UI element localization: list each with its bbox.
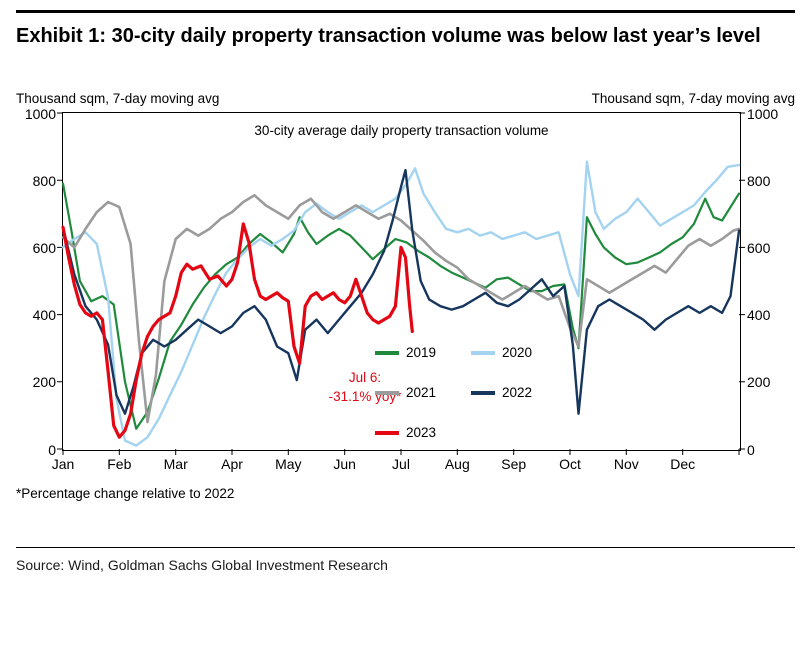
legend-label-2021: 2021 <box>406 385 437 401</box>
chart: 0 200 400 600 800 1000 30-city average daily … <box>16 106 795 458</box>
axis-titles-row: Thousand sqm, 7-day moving avg Thousand … <box>16 91 795 106</box>
legend-item-2023: 2023 <box>375 423 471 442</box>
left-axis-title: Thousand sqm, 7-day moving avg <box>16 91 220 107</box>
legend-swatch-2022 <box>471 390 495 395</box>
legend-item-2021: 2021 <box>375 383 471 402</box>
x-tick-Nov: Nov <box>613 456 639 473</box>
y-tick-right-400: 400 <box>747 307 771 324</box>
x-axis-labels: Jan Feb Mar Apr May Jun Jul Aug Sep Oct Nov Dec <box>52 456 748 476</box>
legend-label-2023: 2023 <box>406 425 437 441</box>
legend-item-2020: 2020 <box>471 343 567 362</box>
exhibit-title: Exhibit 1: 30-city daily property transa… <box>16 25 761 47</box>
footnote: *Percentage change relative to 2022 <box>16 486 235 502</box>
x-tick-Apr: Apr <box>221 456 243 473</box>
y-tick-left-800: 800 <box>32 173 56 190</box>
series-line-2023 <box>61 222 414 440</box>
chart-title: 30-city average daily property transacti… <box>254 123 549 139</box>
x-tick-Feb: Feb <box>107 456 132 473</box>
y-tick-right-600: 600 <box>747 240 771 257</box>
legend-label-2022: 2022 <box>502 385 533 401</box>
source-divider <box>16 547 795 549</box>
legend-label-2020: 2020 <box>502 345 533 361</box>
y-axis-left: 0 200 400 600 800 1000 <box>16 106 62 458</box>
y-tick-right-1000: 1000 <box>747 106 779 123</box>
x-tick-May: May <box>275 456 302 473</box>
x-tick-Oct: Oct <box>559 456 581 473</box>
right-axis-title: Thousand sqm, 7-day moving avg <box>591 91 795 107</box>
y-tick-left-600: 600 <box>32 240 56 257</box>
y-tick-left-1000: 1000 <box>24 106 56 123</box>
source-line: Source: Wind, Goldman Sachs Global Inves… <box>16 557 388 574</box>
y-tick-right-0: 0 <box>747 442 755 459</box>
x-tick-Jul: Jul <box>392 456 410 473</box>
x-tick-Dec: Dec <box>670 456 696 473</box>
y-tick-left-0: 0 <box>48 442 56 459</box>
legend-swatch-2020 <box>471 350 495 355</box>
x-tick-Jun: Jun <box>333 456 356 473</box>
x-tick-Aug: Aug <box>444 456 470 473</box>
legend-label-2019: 2019 <box>406 345 437 361</box>
top-rule <box>16 10 795 13</box>
y-tick-right-200: 200 <box>747 374 771 391</box>
legend-swatch-2019 <box>375 350 399 355</box>
legend-swatch-2023 <box>375 430 399 435</box>
chart-canvas <box>57 112 745 456</box>
y-axis-right: 0 200 400 600 800 1000 <box>741 106 787 458</box>
annotation-line1: Jul 6: <box>348 370 382 386</box>
series-line-2019 <box>61 182 741 431</box>
x-tick-Sep: Sep <box>501 456 527 473</box>
x-tick-Mar: Mar <box>163 456 188 473</box>
series-line-2021 <box>61 194 741 424</box>
y-tick-left-200: 200 <box>32 374 56 391</box>
y-tick-left-400: 400 <box>32 307 56 324</box>
legend-swatch-2021 <box>375 390 399 395</box>
series-line-2022 <box>61 169 741 416</box>
legend-item-2019: 2019 <box>375 343 471 362</box>
legend: 2019 2020 2021 2022 2023 <box>375 343 567 442</box>
plot-area: 30-city average daily property transacti… <box>57 112 745 456</box>
legend-item-2022: 2022 <box>471 383 567 402</box>
x-tick-Jan: Jan <box>51 456 75 473</box>
y-tick-right-800: 800 <box>747 173 771 190</box>
